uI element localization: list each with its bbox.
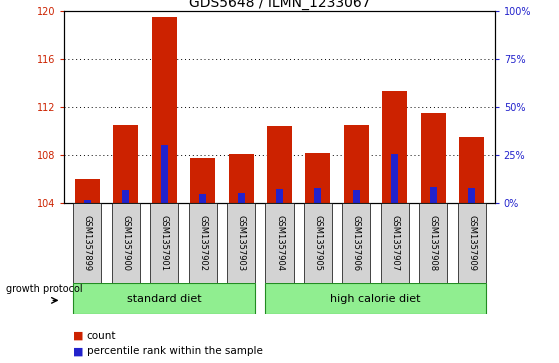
Bar bbox=[75, 179, 100, 203]
Text: GSM1357903: GSM1357903 bbox=[236, 215, 245, 271]
Text: GSM1357904: GSM1357904 bbox=[275, 215, 284, 271]
Bar bbox=[266, 283, 486, 314]
Bar bbox=[122, 190, 129, 203]
Text: ■: ■ bbox=[73, 331, 83, 341]
Bar bbox=[84, 200, 91, 203]
Text: GSM1357907: GSM1357907 bbox=[390, 215, 399, 271]
Bar bbox=[151, 17, 177, 203]
Bar bbox=[430, 187, 437, 203]
Bar bbox=[304, 203, 332, 283]
Text: ■: ■ bbox=[73, 346, 83, 356]
Bar bbox=[381, 203, 409, 283]
Bar bbox=[458, 203, 486, 283]
Text: GSM1357906: GSM1357906 bbox=[352, 215, 361, 271]
Bar bbox=[353, 190, 360, 203]
Bar bbox=[199, 194, 206, 203]
Text: GSM1357905: GSM1357905 bbox=[314, 215, 323, 271]
Text: GSM1357899: GSM1357899 bbox=[83, 215, 92, 271]
Bar bbox=[113, 125, 138, 203]
Text: GSM1357909: GSM1357909 bbox=[467, 215, 476, 271]
Bar bbox=[112, 203, 140, 283]
Bar bbox=[314, 188, 321, 203]
Text: count: count bbox=[87, 331, 116, 341]
Text: high calorie diet: high calorie diet bbox=[330, 294, 421, 303]
Text: GSM1357900: GSM1357900 bbox=[121, 215, 130, 271]
Bar bbox=[229, 154, 254, 203]
Bar bbox=[150, 203, 178, 283]
Bar bbox=[382, 91, 408, 203]
Bar bbox=[267, 126, 292, 203]
Text: GSM1357908: GSM1357908 bbox=[429, 215, 438, 271]
Text: GSM1357902: GSM1357902 bbox=[198, 215, 207, 271]
Bar bbox=[421, 113, 446, 203]
Text: standard diet: standard diet bbox=[127, 294, 201, 303]
Bar bbox=[160, 144, 168, 203]
Bar bbox=[468, 188, 475, 203]
Bar bbox=[305, 153, 330, 203]
Bar bbox=[342, 203, 371, 283]
Text: growth protocol: growth protocol bbox=[6, 285, 82, 294]
Bar bbox=[73, 283, 255, 314]
Bar bbox=[188, 203, 217, 283]
Bar bbox=[266, 203, 293, 283]
Text: percentile rank within the sample: percentile rank within the sample bbox=[87, 346, 263, 356]
Bar bbox=[419, 203, 447, 283]
Bar bbox=[190, 158, 215, 203]
Bar bbox=[238, 193, 245, 203]
Title: GDS5648 / ILMN_1233067: GDS5648 / ILMN_1233067 bbox=[189, 0, 370, 10]
Bar bbox=[344, 125, 369, 203]
Bar bbox=[391, 154, 399, 203]
Bar bbox=[459, 137, 484, 203]
Bar bbox=[276, 189, 283, 203]
Bar bbox=[227, 203, 255, 283]
Text: GSM1357901: GSM1357901 bbox=[160, 215, 169, 271]
Bar bbox=[73, 203, 101, 283]
